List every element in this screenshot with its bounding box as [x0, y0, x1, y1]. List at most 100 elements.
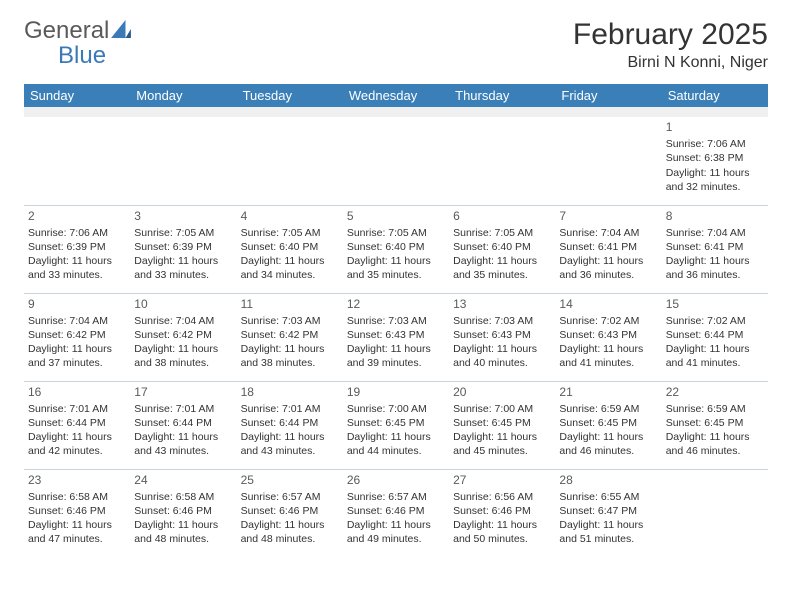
calendar-cell	[555, 117, 661, 205]
daylight-text: and 33 minutes.	[134, 268, 232, 282]
calendar-cell: 5Sunrise: 7:05 AMSunset: 6:40 PMDaylight…	[343, 205, 449, 293]
day-number: 23	[28, 472, 126, 488]
day-number: 28	[559, 472, 657, 488]
day-number: 12	[347, 296, 445, 312]
daylight-text: Daylight: 11 hours	[28, 518, 126, 532]
daylight-text: Daylight: 11 hours	[559, 518, 657, 532]
calendar-cell: 7Sunrise: 7:04 AMSunset: 6:41 PMDaylight…	[555, 205, 661, 293]
sunrise-text: Sunrise: 7:01 AM	[134, 402, 232, 416]
calendar-cell: 27Sunrise: 6:56 AMSunset: 6:46 PMDayligh…	[449, 469, 555, 557]
calendar-cell: 15Sunrise: 7:02 AMSunset: 6:44 PMDayligh…	[662, 293, 768, 381]
blank-row	[24, 107, 768, 117]
daylight-text: and 38 minutes.	[241, 356, 339, 370]
daylight-text: Daylight: 11 hours	[347, 518, 445, 532]
sunset-text: Sunset: 6:38 PM	[666, 151, 764, 165]
calendar-cell: 11Sunrise: 7:03 AMSunset: 6:42 PMDayligh…	[237, 293, 343, 381]
calendar-cell	[130, 117, 236, 205]
daylight-text: and 41 minutes.	[666, 356, 764, 370]
daylight-text: Daylight: 11 hours	[134, 430, 232, 444]
daylight-text: and 38 minutes.	[134, 356, 232, 370]
sunset-text: Sunset: 6:46 PM	[241, 504, 339, 518]
daylight-text: Daylight: 11 hours	[559, 430, 657, 444]
daylight-text: Daylight: 11 hours	[28, 254, 126, 268]
header: GeneralBlue February 2025 Birni N Konni,…	[24, 18, 768, 72]
sunset-text: Sunset: 6:44 PM	[134, 416, 232, 430]
day-header: Saturday	[662, 84, 768, 107]
sunrise-text: Sunrise: 7:05 AM	[241, 226, 339, 240]
daylight-text: Daylight: 11 hours	[559, 254, 657, 268]
daylight-text: and 36 minutes.	[559, 268, 657, 282]
calendar-cell: 28Sunrise: 6:55 AMSunset: 6:47 PMDayligh…	[555, 469, 661, 557]
calendar-cell: 18Sunrise: 7:01 AMSunset: 6:44 PMDayligh…	[237, 381, 343, 469]
logo-text-general: General	[24, 18, 109, 43]
daylight-text: Daylight: 11 hours	[559, 342, 657, 356]
calendar-cell: 13Sunrise: 7:03 AMSunset: 6:43 PMDayligh…	[449, 293, 555, 381]
sunrise-text: Sunrise: 7:04 AM	[559, 226, 657, 240]
calendar-cell: 9Sunrise: 7:04 AMSunset: 6:42 PMDaylight…	[24, 293, 130, 381]
sunrise-text: Sunrise: 7:03 AM	[241, 314, 339, 328]
calendar-cell: 17 Sunrise: 7:01 AMSunset: 6:44 PMDayligh…	[130, 381, 236, 469]
daylight-text: Daylight: 11 hours	[28, 430, 126, 444]
day-number: 5	[347, 208, 445, 224]
sunset-text: Sunset: 6:46 PM	[453, 504, 551, 518]
calendar-cell: 16Sunrise: 7:01 AMSunset: 6:44 PMDayligh…	[24, 381, 130, 469]
sunrise-text: Sunrise: 6:56 AM	[453, 490, 551, 504]
sunset-text: Sunset: 6:45 PM	[666, 416, 764, 430]
blank-cell	[24, 107, 768, 117]
daylight-text: and 46 minutes.	[559, 444, 657, 458]
daylight-text: Daylight: 11 hours	[453, 342, 551, 356]
daylight-text: and 42 minutes.	[28, 444, 126, 458]
day-number: 26	[347, 472, 445, 488]
sunrise-text: Sunrise: 7:04 AM	[666, 226, 764, 240]
sunset-text: Sunset: 6:45 PM	[453, 416, 551, 430]
sunset-text: Sunset: 6:42 PM	[134, 328, 232, 342]
calendar-row: 23Sunrise: 6:58 AMSunset: 6:46 PMDayligh…	[24, 469, 768, 557]
calendar-cell: 2Sunrise: 7:06 AMSunset: 6:39 PMDaylight…	[24, 205, 130, 293]
calendar-cell: 3Sunrise: 7:05 AMSunset: 6:39 PMDaylight…	[130, 205, 236, 293]
sunset-text: Sunset: 6:45 PM	[559, 416, 657, 430]
daylight-text: Daylight: 11 hours	[241, 518, 339, 532]
sunset-text: Sunset: 6:43 PM	[453, 328, 551, 342]
day-number: 10	[134, 296, 232, 312]
daylight-text: Daylight: 11 hours	[241, 430, 339, 444]
sunset-text: Sunset: 6:45 PM	[347, 416, 445, 430]
daylight-text: Daylight: 11 hours	[347, 254, 445, 268]
daylight-text: and 35 minutes.	[453, 268, 551, 282]
sunrise-text: Sunrise: 6:55 AM	[559, 490, 657, 504]
sunrise-text: Sunrise: 6:59 AM	[666, 402, 764, 416]
daylight-text: and 45 minutes.	[453, 444, 551, 458]
calendar-cell: 25 Sunrise: 6:57 AMSunset: 6:46 PMDayligh…	[237, 469, 343, 557]
day-number: 24	[134, 472, 232, 488]
daylight-text: and 34 minutes.	[241, 268, 339, 282]
daylight-text: Daylight: 11 hours	[453, 254, 551, 268]
sunrise-text: Sunrise: 6:58 AM	[134, 490, 232, 504]
sunset-text: Sunset: 6:42 PM	[241, 328, 339, 342]
calendar-row: 1Sunrise: 7:06 AMSunset: 6:38 PMDaylight…	[24, 117, 768, 205]
logo-text-blue: Blue	[58, 42, 106, 69]
day-number: 18	[241, 384, 339, 400]
calendar-cell: 4Sunrise: 7:05 AMSunset: 6:40 PMDaylight…	[237, 205, 343, 293]
sunrise-text: Sunrise: 6:57 AM	[347, 490, 445, 504]
sunset-text: Sunset: 6:44 PM	[28, 416, 126, 430]
daylight-text: and 33 minutes.	[28, 268, 126, 282]
calendar-cell: 1Sunrise: 7:06 AMSunset: 6:38 PMDaylight…	[662, 117, 768, 205]
calendar-cell: 12Sunrise: 7:03 AMSunset: 6:43 PMDayligh…	[343, 293, 449, 381]
calendar-row: 2Sunrise: 7:06 AMSunset: 6:39 PMDaylight…	[24, 205, 768, 293]
day-number: 25	[241, 472, 339, 488]
sunrise-text: Sunrise: 6:58 AM	[28, 490, 126, 504]
sunrise-text: Sunrise: 7:05 AM	[453, 226, 551, 240]
day-header: Wednesday	[343, 84, 449, 107]
sunrise-text: Sunrise: 7:05 AM	[134, 226, 232, 240]
daylight-text: and 48 minutes.	[134, 532, 232, 546]
daylight-text: Daylight: 11 hours	[134, 342, 232, 356]
calendar-row: 9Sunrise: 7:04 AMSunset: 6:42 PMDaylight…	[24, 293, 768, 381]
day-number: 3	[134, 208, 232, 224]
day-header: Tuesday	[237, 84, 343, 107]
sunrise-text: Sunrise: 7:02 AM	[666, 314, 764, 328]
sunrise-text: Sunrise: 6:57 AM	[241, 490, 339, 504]
sunset-text: Sunset: 6:41 PM	[559, 240, 657, 254]
calendar-cell: 22Sunrise: 6:59 AMSunset: 6:45 PMDayligh…	[662, 381, 768, 469]
day-number: 17	[134, 384, 232, 400]
daylight-text: and 50 minutes.	[453, 532, 551, 546]
calendar-cell: 8Sunrise: 7:04 AMSunset: 6:41 PMDaylight…	[662, 205, 768, 293]
